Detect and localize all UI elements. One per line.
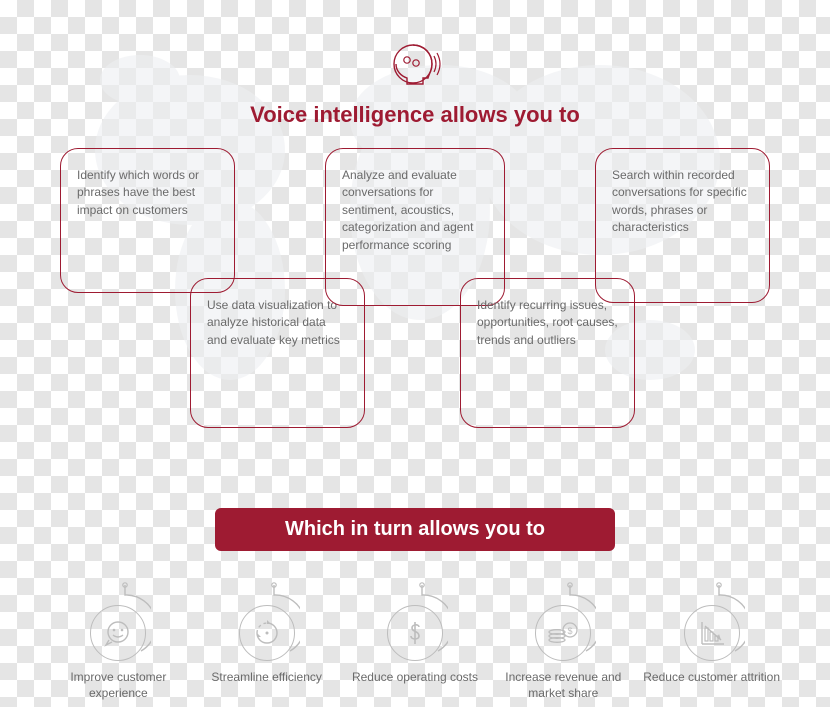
benefit-icon-wrap xyxy=(83,581,153,661)
capability-card-text: Search within recorded conversations for… xyxy=(612,168,747,234)
capability-card-text: Identify recurring issues, opportunities… xyxy=(477,298,618,347)
benefit-icon-wrap: $ xyxy=(528,581,598,661)
coins-icon: $ xyxy=(535,605,591,661)
benefits-row: Improve customer experience Streamline ef… xyxy=(0,581,830,701)
page-title: Voice intelligence allows you to xyxy=(0,102,830,128)
benefit-1: Improve customer experience xyxy=(48,581,188,701)
benefit-label: Reduce customer attrition xyxy=(643,669,780,685)
benefit-2: Streamline efficiency xyxy=(197,581,337,701)
smiley-icon xyxy=(90,605,146,661)
benefit-icon-wrap xyxy=(380,581,450,661)
cycle-icon xyxy=(239,605,295,661)
capability-card-5: Search within recorded conversations for… xyxy=(595,148,770,303)
banner: Which in turn allows you to xyxy=(215,508,615,551)
benefit-3: Reduce operating costs xyxy=(345,581,485,701)
svg-text:$: $ xyxy=(568,626,573,636)
capability-card-text: Use data visualization to analyze histor… xyxy=(207,298,340,347)
benefit-label: Reduce operating costs xyxy=(352,669,478,685)
benefit-label: Streamline efficiency xyxy=(211,669,322,685)
benefit-label: Increase revenue and market share xyxy=(493,669,633,701)
benefit-4: $ Increase revenue and market share xyxy=(493,581,633,701)
capability-card-text: Analyze and evaluate conversations for s… xyxy=(342,168,473,252)
decline-icon xyxy=(684,605,740,661)
benefit-label: Improve customer experience xyxy=(48,669,188,701)
capability-card-text: Identify which words or phrases have the… xyxy=(77,168,199,217)
card-chain: Identify which words or phrases have the… xyxy=(60,148,770,468)
capability-card-1: Identify which words or phrases have the… xyxy=(60,148,235,293)
dollar-icon xyxy=(387,605,443,661)
benefit-icon-wrap xyxy=(677,581,747,661)
benefit-5: Reduce customer attrition xyxy=(642,581,782,701)
voice-head-icon xyxy=(0,40,830,94)
benefit-icon-wrap xyxy=(232,581,302,661)
